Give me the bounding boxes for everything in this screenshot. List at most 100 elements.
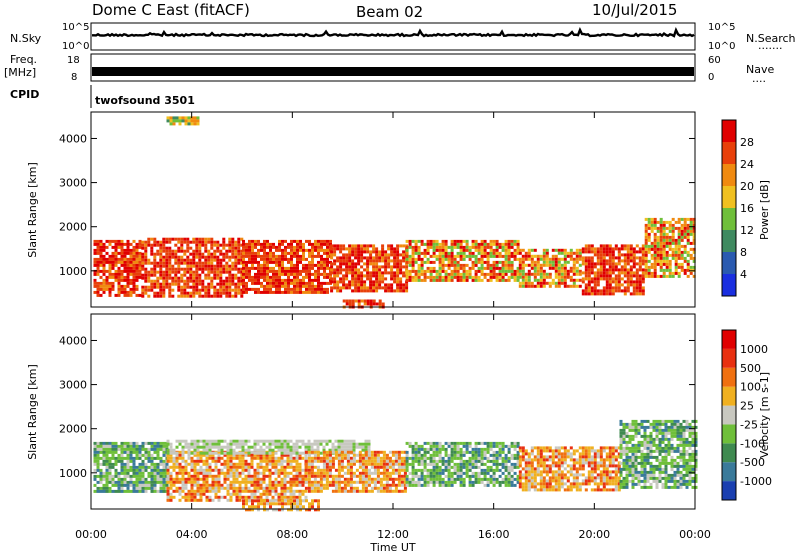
data-cell xyxy=(408,260,412,264)
data-cell xyxy=(278,272,281,276)
data-cell xyxy=(477,459,481,463)
data-cell xyxy=(326,266,329,270)
data-cell xyxy=(363,280,367,284)
data-cell xyxy=(120,471,124,475)
data-cell xyxy=(346,459,350,463)
data-cell xyxy=(190,122,194,126)
data-cell xyxy=(533,269,537,273)
data-cell xyxy=(453,447,457,451)
data-cell xyxy=(299,284,302,288)
data-cell xyxy=(266,263,269,267)
data-cell xyxy=(156,453,160,457)
data-cell xyxy=(581,277,585,281)
data-cell xyxy=(214,439,218,443)
data-cell xyxy=(99,245,103,249)
data-cell xyxy=(283,492,287,496)
data-cell xyxy=(465,471,469,475)
data-cell xyxy=(504,266,508,270)
data-cell xyxy=(316,489,320,493)
data-cell xyxy=(411,257,415,261)
data-cell xyxy=(228,291,232,295)
data-cell xyxy=(96,480,100,484)
data-cell xyxy=(193,483,197,487)
data-cell xyxy=(465,245,469,249)
data-cell xyxy=(229,468,233,472)
data-cell xyxy=(599,256,603,260)
data-cell xyxy=(138,477,142,481)
data-cell xyxy=(554,254,558,258)
data-cell xyxy=(229,483,233,487)
data-cell xyxy=(248,266,251,270)
data-cell xyxy=(331,462,335,466)
data-cell xyxy=(313,480,317,484)
data-cell xyxy=(99,480,103,484)
data-cell xyxy=(232,439,236,443)
data-cell xyxy=(330,271,334,275)
data-cell xyxy=(193,465,197,469)
data-cell xyxy=(426,251,430,255)
data-cell xyxy=(426,468,430,472)
data-cell xyxy=(402,283,406,287)
data-cell xyxy=(366,244,370,248)
data-cell xyxy=(132,474,136,478)
data-cell xyxy=(611,265,615,269)
data-cell xyxy=(337,468,341,472)
data-cell xyxy=(108,465,112,469)
data-cell xyxy=(147,285,151,289)
data-cell xyxy=(411,474,415,478)
data-cell xyxy=(174,276,178,280)
data-cell xyxy=(105,269,109,273)
data-cell xyxy=(489,444,493,448)
data-cell xyxy=(420,468,424,472)
data-cell xyxy=(411,468,415,472)
data-cell xyxy=(287,287,290,291)
data-cell xyxy=(162,240,166,244)
data-cell xyxy=(323,287,326,291)
data-cell xyxy=(617,271,621,275)
data-cell xyxy=(280,445,284,449)
data-cell xyxy=(214,456,218,460)
data-cell xyxy=(432,245,436,249)
data-cell xyxy=(195,264,199,268)
data-cell xyxy=(408,441,412,445)
data-cell xyxy=(105,275,109,279)
data-cell xyxy=(177,294,181,298)
data-cell xyxy=(245,275,248,279)
data-cell xyxy=(216,255,220,259)
data-cell xyxy=(369,250,373,254)
data-cell xyxy=(126,284,130,288)
data-cell xyxy=(228,267,232,271)
data-cell xyxy=(342,277,346,281)
data-cell xyxy=(323,251,326,255)
data-cell xyxy=(665,256,669,260)
data-cell xyxy=(262,456,266,460)
data-cell xyxy=(153,237,157,241)
data-cell xyxy=(542,275,546,279)
data-cell xyxy=(286,474,290,478)
data-cell xyxy=(510,251,514,255)
data-cell xyxy=(108,272,112,276)
data-cell xyxy=(102,269,106,273)
data-cell xyxy=(379,486,383,490)
data-cell xyxy=(486,456,490,460)
data-cell xyxy=(147,456,151,460)
data-cell xyxy=(132,483,136,487)
data-cell xyxy=(423,275,427,279)
data-cell xyxy=(375,289,379,293)
data-cell xyxy=(210,294,214,298)
data-cell xyxy=(247,448,251,452)
data-cell xyxy=(205,480,209,484)
data-cell xyxy=(186,240,190,244)
data-cell xyxy=(226,448,230,452)
data-cell xyxy=(584,259,588,263)
data-cell xyxy=(144,273,148,277)
data-cell xyxy=(147,261,151,265)
data-cell xyxy=(228,249,232,253)
data-cell xyxy=(480,441,484,445)
data-cell xyxy=(271,480,275,484)
data-cell xyxy=(361,445,365,449)
data-cell xyxy=(111,456,115,460)
data-cell xyxy=(692,250,696,254)
data-cell xyxy=(381,247,385,251)
data-cell xyxy=(105,456,109,460)
